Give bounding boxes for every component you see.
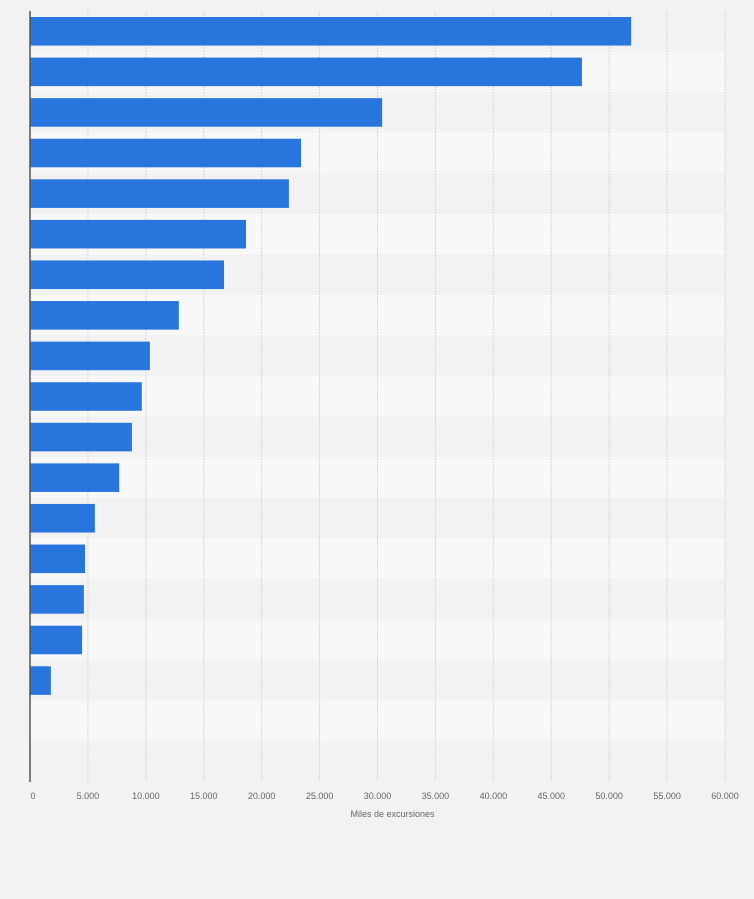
bar bbox=[30, 503, 95, 533]
x-tick-label: 5.000 bbox=[77, 791, 100, 801]
x-tick-label: 60.000 bbox=[711, 791, 739, 801]
x-tick-label: 45.000 bbox=[537, 791, 565, 801]
bar bbox=[30, 219, 247, 249]
bar bbox=[30, 301, 179, 330]
x-tick-label: 55.000 bbox=[653, 791, 681, 801]
bar bbox=[30, 260, 225, 290]
bar bbox=[30, 625, 83, 655]
x-tick-label: 20.000 bbox=[248, 791, 276, 801]
x-tick-label: 15.000 bbox=[190, 791, 218, 801]
bar bbox=[30, 382, 142, 411]
bars bbox=[30, 17, 632, 695]
bar bbox=[30, 341, 150, 371]
x-tick-label: 25.000 bbox=[306, 791, 334, 801]
x-axis-title: Miles de excursiones bbox=[350, 809, 435, 819]
bar bbox=[30, 138, 302, 168]
bar bbox=[30, 98, 383, 127]
bar bbox=[30, 57, 582, 87]
x-tick-label: 0 bbox=[30, 791, 35, 801]
x-tick-label: 10.000 bbox=[132, 791, 160, 801]
bar bbox=[30, 179, 289, 208]
bar bbox=[30, 666, 51, 695]
bar bbox=[30, 585, 84, 614]
bar bbox=[30, 17, 632, 46]
x-tick-label: 35.000 bbox=[422, 791, 450, 801]
x-tick-label: 50.000 bbox=[595, 791, 623, 801]
bar bbox=[30, 544, 86, 574]
gridlines bbox=[87, 11, 726, 782]
bar bbox=[30, 422, 132, 452]
x-tick-label: 30.000 bbox=[364, 791, 392, 801]
x-tick-labels: 0 5.000 10.000 15.000 20.000 25.000 30.000 35.0… bbox=[30, 791, 738, 801]
x-tick-label: 40.000 bbox=[480, 791, 508, 801]
bar bbox=[30, 463, 120, 492]
